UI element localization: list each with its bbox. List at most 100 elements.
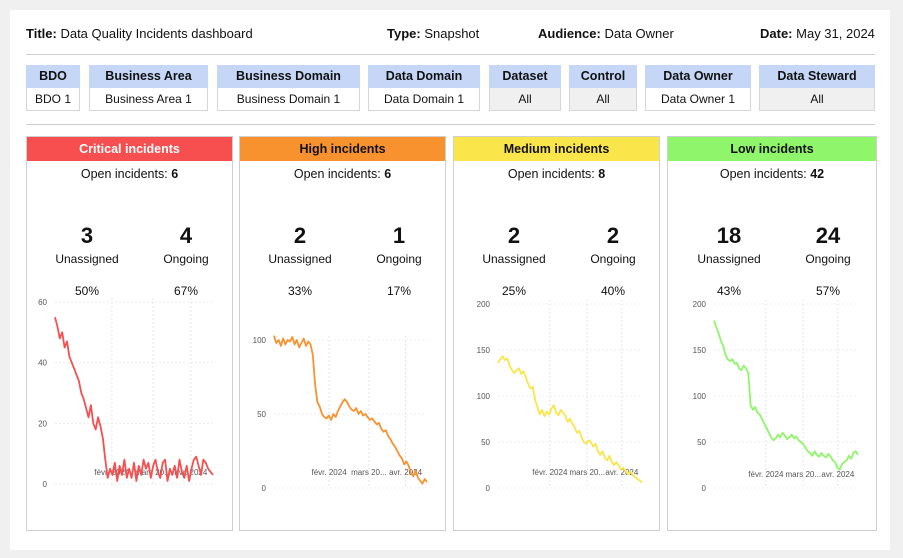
filter-business-area[interactable]: Business Area Business Area 1 [89,65,208,113]
filter-value[interactable]: All [759,88,875,111]
card-header: Critical incidents [27,137,232,161]
unassigned-label: Unassigned [697,252,761,266]
title-value: Data Quality Incidents dashboard [60,26,253,41]
filter-value[interactable]: Business Area 1 [89,88,208,111]
filter-control[interactable]: Control All [569,65,637,113]
unassigned-count: 2 [507,223,521,248]
unassigned-count: 2 [293,223,307,248]
card-header: Low incidents [668,137,876,161]
unassigned-count: 18 [716,223,742,248]
ongoing-percent: 17% [386,284,412,298]
ongoing-percent: 57% [815,284,841,298]
y-tick-label: 20 [38,419,47,428]
x-tick-label: avr. 2024 [389,468,422,477]
x-tick-label: mars 20... [785,470,821,479]
trend-line [54,316,214,482]
audience-label: Audience: [538,26,601,41]
report-header: Title: Data Quality Incidents dashboard … [26,26,875,46]
ongoing-percent: 40% [600,284,626,298]
x-tick-label: févr. 2024 [312,468,348,477]
trend-line [497,355,643,484]
open-incidents-count: 6 [171,167,179,181]
audience-value: Data Owner [604,26,674,41]
y-tick-label: 100 [693,392,707,401]
filter-value[interactable]: All [489,88,561,111]
ongoing-label: Ongoing [590,252,636,266]
open-incidents-label: Open incidents: [293,167,381,181]
ongoing-label: Ongoing [376,252,422,266]
x-tick-label: févr. 2024 [532,468,568,477]
low-trend-chart: févr. 2024 mars 20... avr. 2024 0 50 100 150 20… [693,300,859,493]
card-header: Medium incidents [454,137,659,161]
filter-dataset[interactable]: Dataset All [489,65,561,113]
unassigned-percent: 33% [287,284,313,298]
type-value: Snapshot [424,26,480,41]
filter-bdo[interactable]: BDO BDO 1 [26,65,80,113]
filter-label: Dataset [489,65,561,88]
filter-value[interactable]: All [569,88,637,111]
y-tick-label: 50 [257,410,266,419]
y-tick-label: 40 [38,359,47,368]
y-tick-label: 0 [43,480,48,489]
title-field: Title: Data Quality Incidents dashboard [26,26,253,41]
medium-trend-chart: févr. 2024 mars 20... avr. 2024 0 50 100 150 20… [477,300,643,493]
ongoing-count: 2 [606,223,620,248]
ongoing-count: 4 [179,223,193,248]
y-tick-label: 60 [38,298,47,307]
unassigned-percent: 43% [716,284,742,298]
ongoing-count: 24 [815,223,841,248]
date-value: May 31, 2024 [796,26,875,41]
filter-value[interactable]: Data Owner 1 [645,88,751,111]
title-label: Title: [26,26,57,41]
open-incidents: Open incidents: 6 [27,167,232,181]
ongoing-label: Ongoing [163,252,209,266]
filter-label: Control [569,65,637,88]
unassigned-label: Unassigned [55,252,119,266]
critical-incidents-card: Critical incidents Open incidents: 6 3 U… [26,136,233,531]
ongoing-label: Ongoing [805,252,851,266]
x-tick-label: mars 20... [135,468,171,477]
filter-divider [26,124,875,125]
type-label: Type: [387,26,421,41]
unassigned-label: Unassigned [482,252,546,266]
open-incidents: Open incidents: 6 [240,167,445,181]
trend-line [713,320,859,471]
unassigned-count: 3 [80,223,94,248]
y-tick-label: 100 [253,336,267,345]
filter-label: Business Area [89,65,208,88]
open-incidents-count: 6 [384,167,392,181]
dashboard-page: Title: Data Quality Incidents dashboard … [10,10,890,550]
filter-label: Data Steward [759,65,875,88]
date-field: Date: May 31, 2024 [760,26,875,41]
filter-data-domain[interactable]: Data Domain Data Domain 1 [368,65,480,113]
filter-value[interactable]: BDO 1 [26,88,80,111]
unassigned-percent: 25% [501,284,527,298]
filter-bar: BDO BDO 1 Business Area Business Area 1 … [10,65,890,115]
filter-business-domain[interactable]: Business Domain Business Domain 1 [217,65,360,113]
date-label: Date: [760,26,793,41]
y-tick-label: 50 [697,438,706,447]
filter-data-steward[interactable]: Data Steward All [759,65,875,113]
filter-label: BDO [26,65,80,88]
x-tick-label: avr. 2024 [821,470,854,479]
x-tick-label: févr. 2024 [748,470,784,479]
open-incidents: Open incidents: 42 [668,167,876,181]
ongoing-percent: 67% [173,284,199,298]
y-tick-label: 150 [477,346,491,355]
filter-value[interactable]: Data Domain 1 [368,88,480,111]
y-tick-label: 100 [477,392,491,401]
y-tick-label: 150 [693,346,707,355]
unassigned-percent: 50% [74,284,100,298]
ongoing-count: 1 [392,223,406,248]
filter-label: Data Owner [645,65,751,88]
filter-value[interactable]: Business Domain 1 [217,88,360,111]
filter-label: Data Domain [368,65,480,88]
filter-data-owner[interactable]: Data Owner Data Owner 1 [645,65,751,113]
open-incidents-count: 42 [810,167,825,181]
trend-line [273,335,428,485]
y-tick-label: 0 [262,484,267,493]
header-divider [26,54,875,55]
open-incidents-label: Open incidents: [719,167,807,181]
y-tick-label: 0 [486,484,491,493]
